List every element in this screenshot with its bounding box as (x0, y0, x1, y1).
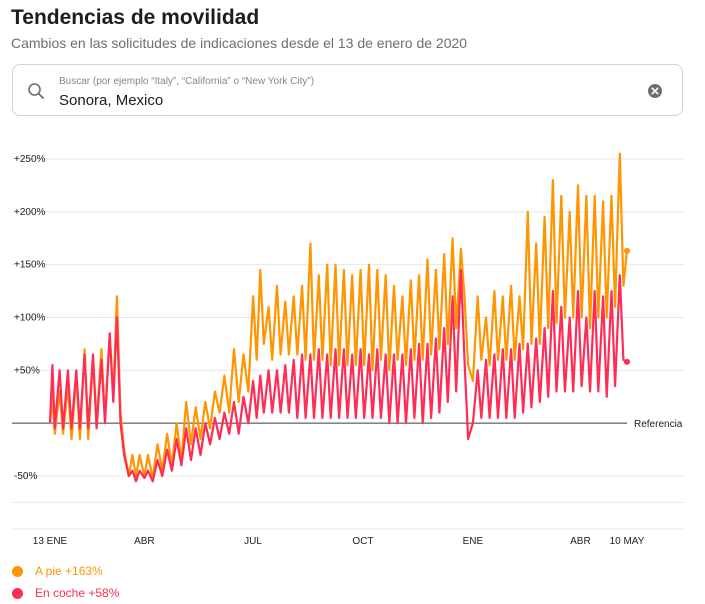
chart-legend: A pie +163% En coche +58% (12, 560, 119, 604)
series-end-point-driving (624, 358, 630, 365)
series-line-driving (48, 268, 628, 483)
page-title: Tendencias de movilidad (11, 6, 260, 29)
y-tick-label: -50% (14, 471, 37, 482)
y-tick-label: +250% (14, 154, 46, 165)
clear-icon[interactable] (647, 83, 663, 99)
legend-item-walking: A pie +163% (12, 560, 119, 582)
x-tick-label: ENE (463, 536, 484, 547)
x-tick-label: 13 ENE (33, 536, 68, 547)
baseline-label: Referencia (634, 419, 683, 430)
y-tick-label: +150% (14, 260, 46, 271)
y-tick-label: +100% (14, 313, 46, 324)
legend-dot-walking (12, 565, 23, 577)
x-tick-label: 10 MAY (610, 536, 645, 547)
legend-item-driving: En coche +58% (12, 582, 119, 604)
y-tick-label: +200% (14, 207, 46, 218)
x-tick-label: ABR (134, 536, 155, 547)
y-tick-label: +50% (14, 365, 40, 376)
legend-dot-driving (12, 587, 23, 599)
series-end-point-walking (624, 247, 630, 254)
x-tick-label: ABR (570, 536, 591, 547)
search-placeholder: Buscar (por ejemplo “Italy”, “California… (59, 76, 315, 87)
legend-label-driving: En coche +58% (35, 586, 120, 600)
search-input[interactable]: Sonora, Mexico (59, 92, 164, 109)
x-tick-label: JUL (244, 536, 262, 547)
page-subtitle: Cambios en las solicitudes de indicacion… (11, 35, 468, 51)
search-icon (28, 83, 44, 99)
x-tick-label: OCT (352, 536, 373, 547)
legend-label-walking: A pie +163% (35, 564, 103, 578)
search-box[interactable]: Buscar (por ejemplo “Italy”, “California… (12, 64, 683, 116)
series-line-walking (48, 152, 629, 480)
mobility-chart: +250% +200% +150% +100% +50% -50% Referencia 13… (12, 152, 685, 547)
